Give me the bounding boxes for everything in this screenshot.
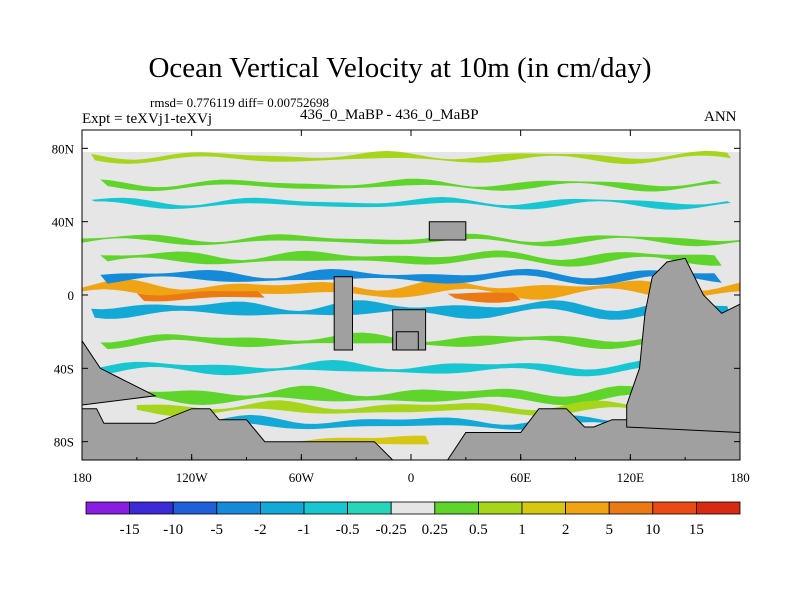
velocity-band	[447, 292, 521, 303]
velocity-band	[100, 250, 722, 267]
land-mass	[333, 276, 353, 351]
north-pole-area	[82, 130, 740, 152]
colorbar-box	[347, 501, 392, 515]
colorbar-label: -2	[254, 522, 267, 538]
chart-title: Ocean Vertical Velocity at 10m (in cm/da…	[148, 52, 652, 84]
velocity-band	[136, 290, 265, 302]
stats-text: rmsd= 0.776119 diff= 0.00752698	[150, 95, 329, 110]
colorbar-box	[390, 501, 436, 515]
colorbar-label: -5	[211, 522, 224, 538]
x-tick-label: 120W	[176, 470, 209, 485]
colorbar-label: -0.25	[376, 522, 407, 538]
velocity-band	[100, 178, 722, 192]
land-mass	[82, 339, 157, 406]
x-tick-label: 180	[730, 470, 750, 485]
colorbar-box	[216, 501, 261, 515]
colorbar-label: -1	[298, 522, 311, 538]
x-tick-label: 180	[72, 470, 92, 485]
y-tick-label: 0	[68, 288, 75, 303]
colorbar-box	[259, 501, 305, 515]
y-tick-label: 80N	[52, 141, 75, 156]
colorbar-label: 15	[689, 522, 704, 538]
colorbar-box	[85, 501, 130, 515]
x-tick-label: 60E	[510, 470, 531, 485]
land-mass	[626, 257, 740, 434]
colorbar-label: 5	[605, 522, 613, 538]
colorbar-box	[172, 501, 218, 515]
colorbar-label: -15	[120, 522, 140, 538]
colorbar-box	[521, 501, 566, 515]
velocity-band	[82, 233, 740, 247]
colorbar-label: 0.25	[422, 522, 448, 538]
y-tick-label: 40S	[54, 361, 74, 376]
colorbar-box	[129, 501, 174, 515]
velocity-band	[82, 385, 740, 406]
x-tick-label: 0	[408, 470, 415, 485]
velocity-band	[91, 197, 731, 210]
velocity-band	[82, 279, 740, 300]
y-tick-label: 80S	[54, 435, 74, 450]
colorbar-label: -10	[163, 522, 183, 538]
x-tick-label: 60W	[289, 470, 315, 485]
velocity-band	[91, 150, 731, 164]
colorbar-box	[303, 501, 348, 515]
colorbar-label: 0.5	[469, 522, 488, 538]
x-tick-label: 120E	[617, 470, 645, 485]
velocity-band	[100, 268, 722, 285]
colorbar-label: 2	[562, 522, 570, 538]
case-label: 436_0_MaBP - 436_0_MaBP	[300, 107, 479, 123]
colorbar-box	[477, 501, 523, 515]
colorbar-label: 1	[518, 522, 526, 538]
land-mass	[82, 408, 394, 460]
map-field	[82, 130, 740, 460]
experiment-label: Expt = teXVj1-teXVj	[82, 111, 213, 127]
season-label: ANN	[704, 109, 737, 125]
colorbar-box	[652, 501, 697, 515]
colorbar-label: 10	[645, 522, 660, 538]
colorbar-box	[434, 501, 479, 515]
velocity-band	[91, 360, 731, 377]
land-mass	[428, 221, 467, 241]
colorbar-box	[608, 501, 654, 515]
colorbar-box	[565, 501, 610, 515]
land-mass	[395, 331, 419, 351]
colorbar-label: -0.5	[336, 522, 360, 538]
y-tick-label: 40N	[52, 215, 75, 230]
colorbar-box	[696, 501, 741, 515]
velocity-band	[100, 332, 722, 350]
